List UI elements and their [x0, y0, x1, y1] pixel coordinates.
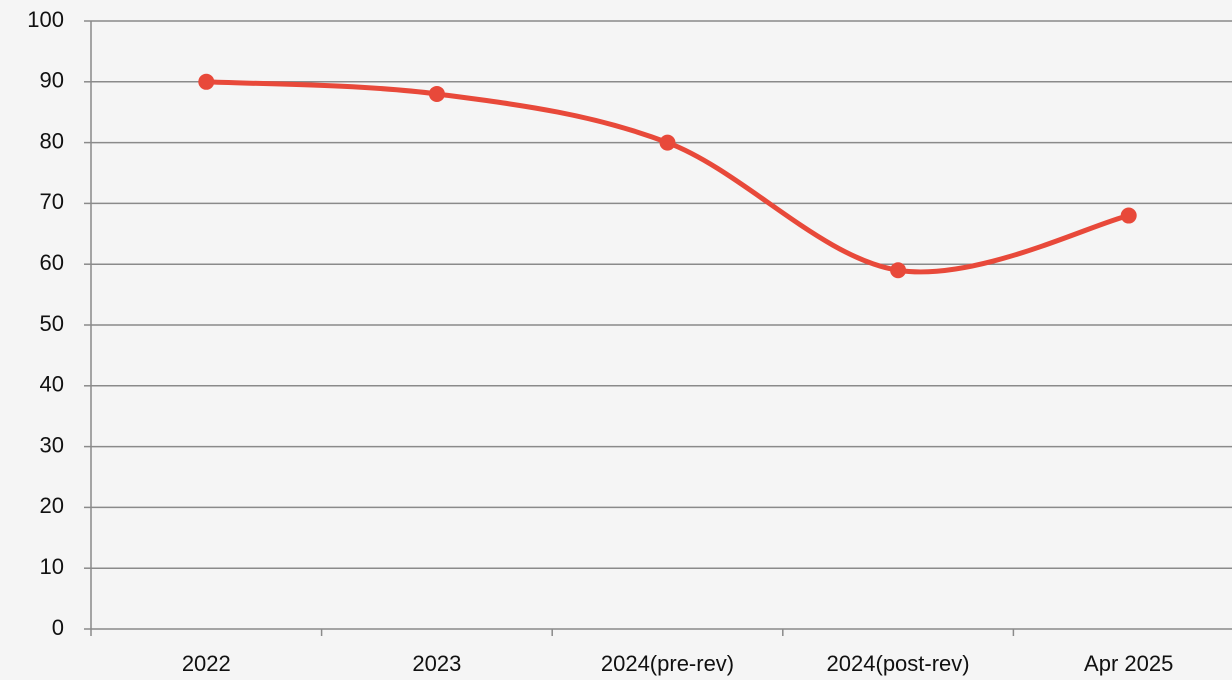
x-tick-label: 2024(post-rev): [827, 651, 970, 676]
y-tick-label: 60: [40, 250, 64, 275]
y-tick-label: 20: [40, 493, 64, 518]
y-tick-label: 80: [40, 128, 64, 153]
marker: [659, 134, 676, 151]
y-tick-label: 100: [27, 7, 64, 32]
y-tick-label: 30: [40, 432, 64, 457]
x-tick-label: Apr 2025: [1084, 651, 1173, 676]
marker: [890, 262, 907, 279]
marker: [198, 73, 215, 90]
x-tick-label: 2023: [412, 651, 461, 676]
y-tick-label: 90: [40, 68, 64, 93]
y-tick-label: 0: [52, 615, 64, 640]
x-tick-label: 2022: [182, 651, 231, 676]
marker: [1120, 207, 1137, 224]
y-tick-label: 70: [40, 189, 64, 214]
x-tick-label: 2024(pre-rev): [601, 651, 734, 676]
y-tick-label: 10: [40, 554, 64, 579]
line: [203, 79, 1132, 275]
marker: [428, 85, 445, 102]
y-tick-label: 40: [40, 372, 64, 397]
y-tick-label: 50: [40, 311, 64, 336]
